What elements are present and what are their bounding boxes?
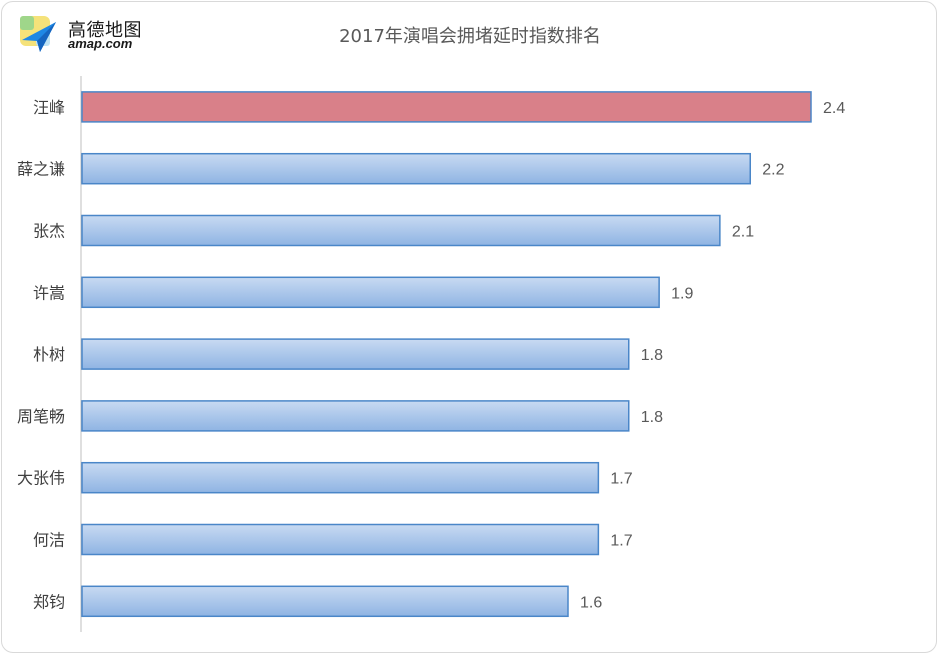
bar bbox=[81, 91, 812, 123]
bars-layer: 汪峰 2.4 薛之谦 2.2 张杰 2.1 许嵩 1.9 朴树 1.8 周笔畅 1.8 大张伟 1.7 何洁… bbox=[17, 91, 845, 618]
bar bbox=[81, 214, 721, 247]
category-label: 郑钧 bbox=[33, 592, 65, 611]
value-label: 1.8 bbox=[641, 409, 663, 426]
value-label: 2.1 bbox=[732, 224, 754, 241]
bar bbox=[81, 523, 600, 556]
bar bbox=[81, 276, 660, 309]
value-label: 1.7 bbox=[610, 471, 632, 488]
amap-logo-icon bbox=[20, 16, 56, 52]
logo-text-en: amap.com bbox=[68, 36, 133, 51]
category-label: 薛之谦 bbox=[17, 160, 65, 179]
bar bbox=[81, 338, 630, 370]
category-label: 许嵩 bbox=[33, 283, 65, 302]
bar bbox=[81, 152, 751, 185]
value-label: 1.9 bbox=[671, 285, 693, 302]
category-label: 何洁 bbox=[33, 531, 65, 550]
category-label: 大张伟 bbox=[17, 469, 65, 488]
category-label: 汪峰 bbox=[33, 98, 65, 117]
bar bbox=[81, 461, 600, 494]
bar bbox=[81, 400, 630, 432]
value-label: 2.4 bbox=[823, 100, 845, 117]
value-label: 2.2 bbox=[762, 162, 784, 179]
category-label: 周笔畅 bbox=[17, 407, 65, 426]
chart-title: 2017年演唱会拥堵延时指数排名 bbox=[339, 26, 601, 47]
bar bbox=[81, 585, 569, 618]
category-label: 张杰 bbox=[33, 222, 65, 241]
amap-logo: 高德地图 amap.com bbox=[18, 14, 148, 54]
value-label: 1.7 bbox=[610, 533, 632, 550]
category-label: 朴树 bbox=[33, 345, 65, 364]
value-label: 1.8 bbox=[641, 347, 663, 364]
logo-text-cn: 高德地图 bbox=[68, 20, 142, 41]
value-label: 1.6 bbox=[580, 594, 602, 611]
